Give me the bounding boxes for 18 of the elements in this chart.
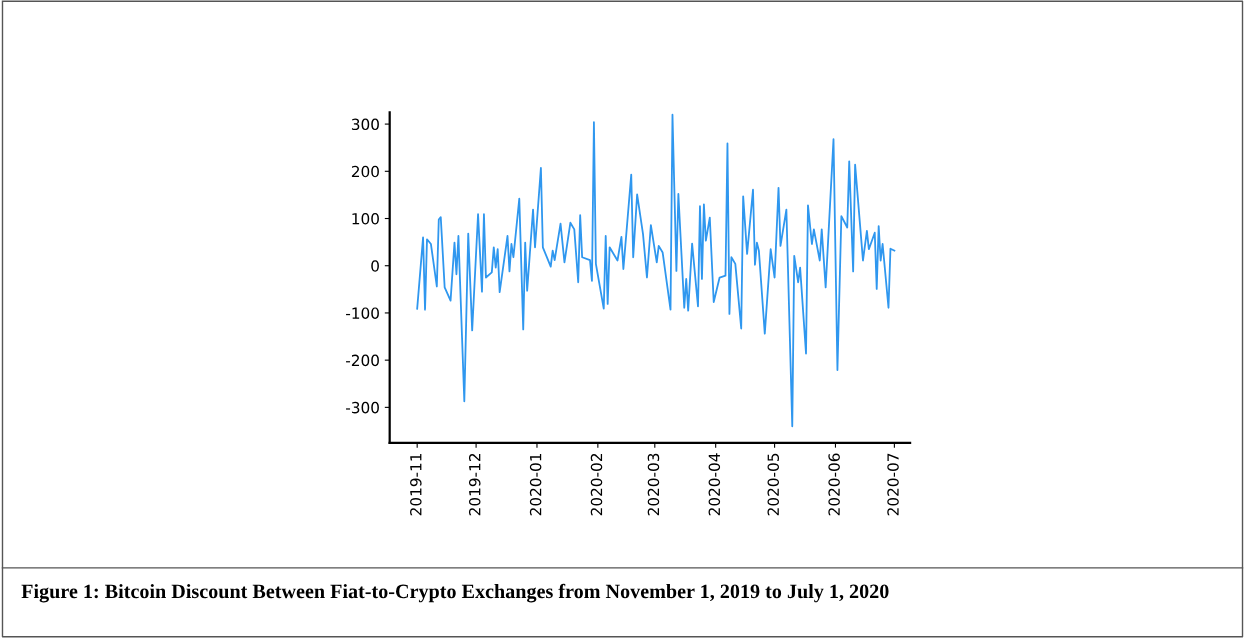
- x-tick-label: 2020-07: [887, 453, 899, 516]
- text: Figure 1: Bitcoin Discount Between Fiat-to-Crypto Exchanges from November 1, 2019 to July 1, 2020: [21, 583, 889, 603]
- line-series: [416, 113, 896, 428]
- y-tick-label: -100: [346, 307, 379, 319]
- y-tick-label: 200: [351, 165, 379, 178]
- x-tick-label: 2020-04: [708, 453, 721, 516]
- x-tick-label: 2020-02: [590, 454, 603, 516]
- x-tick-label: 2020-06: [828, 453, 840, 516]
- x-tick-label: 2020-03: [647, 453, 660, 516]
- x-tick-label: 2020-05: [767, 453, 780, 516]
- x-tick-label: 2020-01: [529, 453, 542, 516]
- x-tick-label: 2019-12: [468, 454, 481, 516]
- x-tick-label: 2019-11: [410, 453, 422, 516]
- y-tick-label: -300: [346, 401, 379, 414]
- y-tick-label: 300: [351, 118, 379, 131]
- y-tick-label: 0: [371, 260, 379, 272]
- y-tick-label: -200: [346, 354, 379, 367]
- y-tick-label: 100: [352, 212, 379, 225]
